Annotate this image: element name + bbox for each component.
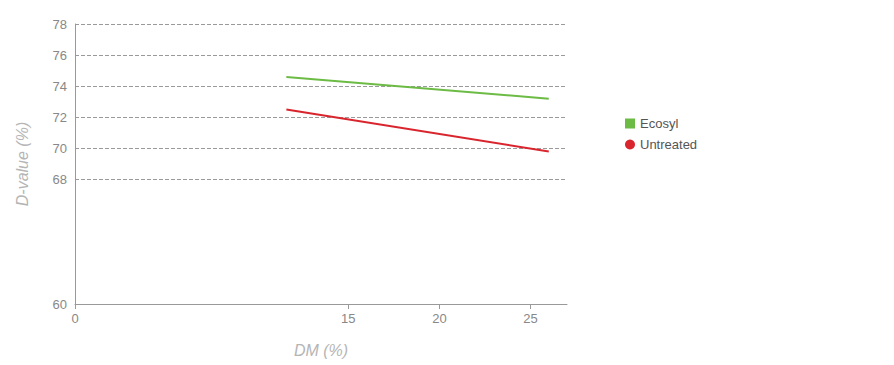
svg-text:20: 20: [432, 311, 446, 326]
svg-text:25: 25: [523, 311, 537, 326]
svg-text:78: 78: [53, 17, 67, 32]
svg-text:68: 68: [53, 172, 67, 187]
svg-text:70: 70: [53, 141, 67, 156]
svg-text:0: 0: [71, 311, 78, 326]
svg-text:Ecosyl: Ecosyl: [640, 116, 678, 131]
svg-text:72: 72: [53, 110, 67, 125]
svg-text:15: 15: [341, 311, 355, 326]
svg-text:76: 76: [53, 48, 67, 63]
svg-text:74: 74: [53, 79, 67, 94]
svg-text:60: 60: [53, 297, 67, 312]
svg-text:D-value (%): D-value (%): [14, 122, 31, 206]
svg-text:DM (%): DM (%): [294, 342, 348, 359]
svg-text:Untreated: Untreated: [640, 137, 697, 152]
